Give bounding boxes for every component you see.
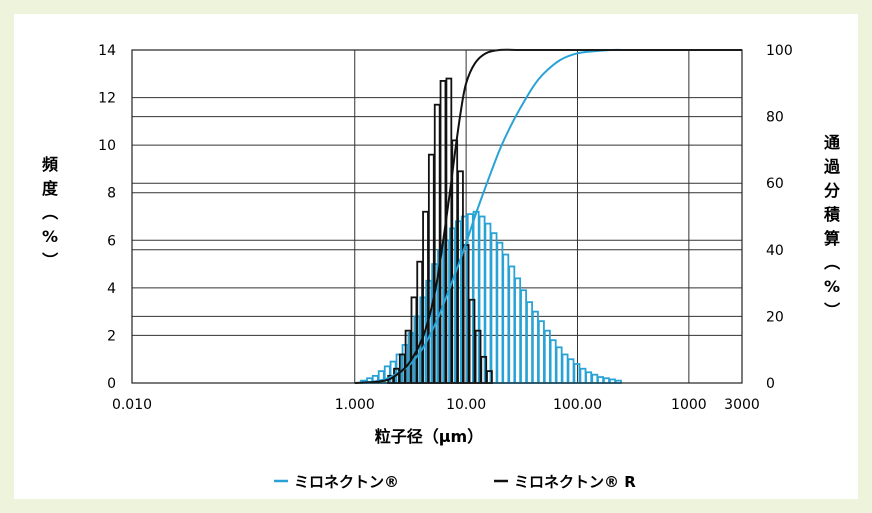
y-left-axis-label-char-1: 度 [42, 179, 59, 198]
histogram-bar-mironecton-33 [555, 346, 563, 384]
y-left-axis-label-char-2: （ [40, 204, 59, 220]
histogram-bar-mironecton-27 [520, 289, 528, 384]
histogram-bar-mironecton-23 [496, 241, 504, 384]
y-right-tick-label-3: 60 [766, 176, 784, 192]
histogram-bar-mironecton-38 [585, 371, 593, 384]
histogram-bar-mironecton-r-8 [433, 103, 441, 384]
y-right-tick-label-5: 100 [766, 43, 793, 59]
histogram-bar-mironecton-39 [591, 373, 599, 384]
histogram-bar-mironecton-r-3 [404, 329, 412, 384]
y-right-axis-label-char-6: % [824, 277, 840, 296]
y-left-tick-label-5: 10 [98, 138, 116, 154]
y-right-tick-label-4: 80 [766, 110, 784, 126]
y-right-tick-label-0: 0 [766, 376, 775, 392]
histogram-bar-mironecton-24 [502, 253, 510, 384]
histogram-bar-mironecton-34 [561, 353, 569, 384]
chart-panel: 0.010 1.000 10.00 100.00 1000 3000 0 2 4 6 8 10 12 1… [14, 14, 858, 499]
histogram-bar-mironecton-26 [514, 277, 522, 384]
x-tick-label-3: 100.00 [553, 397, 602, 413]
histogram-bar-mironecton-22 [490, 232, 498, 384]
legend: ミロネクトン® ミロネクトン® R [274, 473, 636, 491]
histogram-bar-mironecton-r-17 [486, 370, 493, 384]
plot-area-border [131, 49, 743, 384]
histogram-bar-mironecton-31 [543, 329, 551, 384]
histogram-bar-mironecton-r-10 [445, 77, 453, 384]
histogram-bar-mironecton-r-5 [416, 260, 424, 384]
y-left-axis-label-char-4: ） [40, 252, 59, 268]
y-right-axis-label-char-0: 通 [824, 133, 840, 152]
particle-size-chart: 0.010 1.000 10.00 100.00 1000 3000 0246810121… [40, 43, 841, 491]
histogram-bar-mironecton-41 [603, 377, 610, 384]
histogram-bar-mironecton-36 [573, 363, 581, 384]
y-left-tick-label-4: 8 [107, 186, 116, 202]
y-left-axis-label: 頻度 （% ） [40, 155, 59, 268]
x-tick-label-5: 3000 [724, 397, 760, 413]
y-left-tick-label-0: 0 [107, 376, 116, 392]
y-left-tick-label-3: 6 [107, 233, 116, 249]
y-left-tick-label-1: 2 [107, 328, 116, 344]
x-tick-label-1: 1.000 [335, 397, 375, 413]
histogram-bar-mironecton-r-7 [427, 153, 435, 384]
histogram-bar-mironecton-r-13 [462, 244, 470, 384]
y-right-axis-label-char-3: 積 [823, 205, 841, 224]
x-tick-label-4: 1000 [671, 397, 707, 413]
y-left-tick-labels: 0 2 4 6 8 10 12 14 [98, 43, 116, 392]
y-right-tick-labels: 0 20 40 60 80 100 [766, 43, 793, 392]
histogram-bars [360, 77, 622, 384]
x-axis-label: 粒子径（μm） [375, 427, 483, 446]
histogram-bar-mironecton-37 [579, 367, 587, 384]
histogram-bar-mironecton-35 [567, 358, 575, 384]
histogram-bar-mironecton-r-11 [451, 139, 459, 384]
y-right-tick-label-2: 40 [766, 243, 784, 259]
histogram-bar-mironecton-r-6 [422, 210, 429, 384]
histogram-bar-mironecton-32 [549, 339, 557, 384]
y-left-tick-label-2: 4 [107, 281, 116, 297]
x-tick-label-0: 0.010 [112, 397, 152, 413]
histogram-bar-mironecton-30 [537, 320, 545, 384]
y-right-axis-label-char-1: 過 [823, 157, 841, 176]
y-right-axis-label-char-2: 分 [824, 181, 840, 200]
histogram-bar-mironecton-r-12 [457, 170, 464, 384]
histogram-bar-mironecton-r-14 [468, 298, 476, 384]
y-left-axis-label-char-3: % [42, 227, 58, 246]
y-left-axis-label-char-0: 頻 [42, 155, 58, 174]
histogram-bar-mironecton-29 [531, 310, 539, 384]
y-left-tick-label-7: 14 [98, 43, 116, 59]
legend-label-mironecton-r: ミロネクトン® R [514, 473, 636, 491]
y-right-axis-label-char-4: 算 [824, 229, 840, 248]
histogram-bar-mironecton-40 [597, 376, 604, 384]
x-tick-labels: 0.010 1.000 10.00 100.00 1000 3000 [112, 397, 760, 413]
histogram-bar-mironecton-28 [526, 301, 533, 384]
histogram-bar-mironecton-r-15 [474, 329, 482, 384]
y-right-axis-label-char-7: ） [822, 302, 841, 318]
histogram-bar-mironecton-25 [508, 265, 516, 384]
histogram-bar-mironecton-r-16 [480, 355, 488, 384]
y-right-tick-label-1: 20 [766, 309, 784, 325]
y-left-tick-label-6: 12 [98, 91, 116, 107]
y-right-axis-label-char-5: （ [822, 254, 841, 270]
x-tick-label-2: 10.00 [446, 397, 486, 413]
legend-label-mironecton: ミロネクトン® [294, 473, 399, 491]
plot-border [131, 49, 743, 384]
histogram-bar-mironecton-r-4 [410, 296, 418, 384]
